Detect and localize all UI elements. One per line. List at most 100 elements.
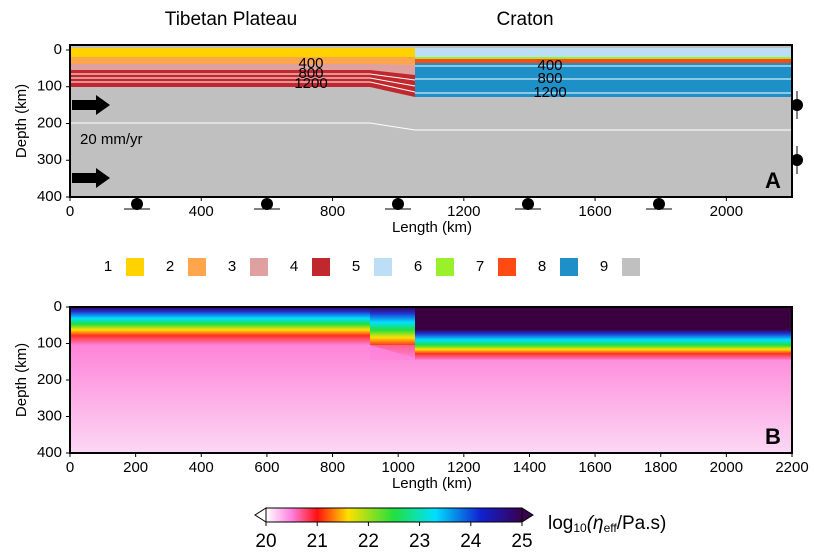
layer [415,48,792,57]
boundary-symbol [791,154,803,166]
x-tick-label: 800 [320,203,345,220]
label-part: log [548,513,573,534]
x-tick-label: 0 [66,459,74,476]
layer [70,70,415,97]
colorbar-tick-label: 21 [307,531,328,552]
colorbar-end [254,507,267,523]
colorbar-tick-label: 25 [511,531,532,552]
layer [70,57,415,65]
isotherm-label: 400 [298,55,323,72]
isotherm [70,122,792,131]
x-tick-label: 1600 [578,203,611,220]
colorbar [265,507,523,523]
label-part: eff [604,521,618,535]
colorbar-tick-label: 24 [460,531,482,552]
legend-swatch [498,258,516,276]
x-tick-label: 200 [123,459,148,476]
colorbar-tick-label: 22 [358,531,379,552]
x-tick-label: 1200 [447,459,480,476]
y-tick-label: 400 [37,444,62,461]
x-tick-label: 400 [189,203,214,220]
legend-label: 7 [476,258,484,275]
x-tick-label: 1000 [381,459,414,476]
colorbar-label: log10(ηeff/Pa.s) [548,513,666,535]
legend-label: 3 [228,258,236,275]
x-tick-label: 2200 [775,459,808,476]
isotherm [70,77,416,87]
x-tick-label: 400 [189,459,214,476]
layer [415,59,792,63]
plateau-field [70,307,370,345]
x-tick-label: 1200 [447,203,480,220]
region-label: Craton [496,9,553,30]
isotherm [70,73,416,81]
legend-swatch [250,258,268,276]
isotherm-label: 400 [537,57,562,74]
x-tick-label: 1800 [644,459,677,476]
isotherm-label: 800 [537,70,562,87]
layer [70,64,415,75]
panel-label: A [765,168,781,193]
legend-swatch [374,258,392,276]
frame [69,44,793,198]
legend-label: 5 [352,258,360,275]
x-tick-label: 2000 [710,459,743,476]
y-tick-label: 0 [54,298,62,315]
legend-label: 6 [414,258,422,275]
velocity-label: 20 mm/yr [80,131,143,148]
legend-label: 4 [290,258,298,275]
y-tick-label: 300 [37,407,62,424]
legend-swatch [312,258,330,276]
colorbar-tick-label: 23 [409,531,430,552]
boundary-symbol [261,198,273,210]
y-tick-label: 300 [37,151,62,168]
isotherm-label: 1200 [533,84,566,101]
y-tick-label: 200 [37,114,62,131]
x-axis-label: Length (km) [392,219,472,236]
label-part: /Pa.s) [617,513,667,534]
x-axis-label: Length (km) [392,475,472,492]
boundary-symbol [392,198,404,210]
legend-label: 1 [104,258,112,275]
isotherm-label: 1200 [294,75,327,92]
legend-swatch [188,258,206,276]
x-tick-label: 1600 [578,459,611,476]
y-tick-label: 200 [37,371,62,388]
y-tick-label: 0 [54,41,62,58]
x-tick-label: 1400 [513,459,546,476]
y-tick-label: 100 [37,334,62,351]
boundary-symbol [653,198,665,210]
velocity-arrow [72,95,110,115]
y-tick-label: 100 [37,78,62,95]
label-part: (η [587,513,604,534]
craton-field [415,307,792,360]
boundary-symbol [522,198,534,210]
x-tick-label: 2000 [710,203,743,220]
transition-field [370,345,415,360]
x-tick-label: 0 [66,203,74,220]
colorbar-end [521,507,534,523]
region-label: Tibetan Plateau [165,9,297,30]
legend-swatch [436,258,454,276]
panel-label: B [765,424,781,449]
layer [70,48,415,57]
boundary-symbol [791,99,803,111]
boundary-symbol [131,198,143,210]
x-tick-label: 800 [320,459,345,476]
isotherm [70,81,416,93]
velocity-arrow [72,168,110,188]
layer [415,63,792,97]
layer [415,57,792,59]
y-tick-label: 400 [37,188,62,205]
colorbar-tick-label: 20 [255,531,276,552]
legend-label: 9 [600,258,608,275]
y-axis-label: Depth (km) [13,84,30,158]
legend-label: 2 [166,258,174,275]
legend-label: 8 [538,258,546,275]
legend-swatch [622,258,640,276]
legend-swatch [560,258,578,276]
legend-swatch [126,258,144,276]
x-tick-label: 600 [254,459,279,476]
isotherm-label: 800 [298,65,323,82]
